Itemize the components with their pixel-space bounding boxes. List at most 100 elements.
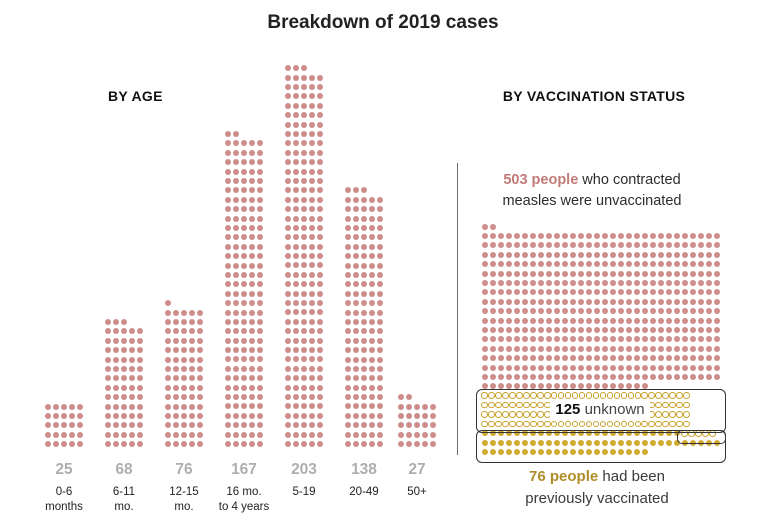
- case-dot: [658, 270, 664, 277]
- case-dot: [53, 441, 59, 448]
- case-dot: [682, 298, 688, 305]
- dot-row: [44, 440, 84, 449]
- vaccinated-case-dot: [498, 439, 504, 446]
- case-dot: [165, 309, 171, 316]
- case-dot: [666, 270, 672, 277]
- case-dot: [377, 422, 383, 429]
- case-dot: [706, 317, 712, 324]
- case-dot: [610, 233, 616, 240]
- case-dot: [165, 431, 171, 438]
- case-dot: [506, 373, 512, 380]
- case-dot: [658, 242, 664, 249]
- age-count-label: 27: [408, 461, 426, 478]
- case-dot: [189, 422, 195, 429]
- case-dot: [586, 317, 592, 324]
- case-dot: [293, 318, 299, 325]
- dot-row: [284, 420, 324, 429]
- unknown-case-ring: [523, 392, 530, 400]
- case-dot: [113, 431, 119, 438]
- case-dot: [61, 403, 67, 410]
- case-dot: [398, 441, 404, 448]
- case-dot: [594, 317, 600, 324]
- case-dot: [257, 403, 263, 410]
- case-dot: [353, 328, 359, 335]
- case-dot: [361, 328, 367, 335]
- age-category-label: 0-6 months: [22, 485, 106, 514]
- case-dot: [309, 422, 315, 429]
- case-dot: [618, 308, 624, 315]
- age-category-label-line: months: [45, 500, 83, 513]
- case-dot: [369, 262, 375, 269]
- case-dot: [682, 326, 688, 333]
- case-dot: [137, 337, 143, 344]
- case-dot: [197, 384, 203, 391]
- vaccinated-case-dot: [706, 439, 712, 446]
- dot-row: [397, 411, 437, 420]
- case-dot: [650, 336, 656, 343]
- case-dot: [121, 394, 127, 401]
- vaccinated-case-dot: [506, 430, 512, 437]
- dot-row: [104, 411, 144, 420]
- dot-row: [344, 383, 384, 392]
- vaccinated-case-dot: [690, 439, 696, 446]
- case-dot: [642, 336, 648, 343]
- case-dot: [674, 242, 680, 249]
- case-dot: [285, 281, 291, 288]
- case-dot: [361, 187, 367, 194]
- case-dot: [317, 102, 323, 109]
- vaccinated-case-dot: [658, 430, 664, 437]
- vaccinated-case-dot: [642, 449, 648, 456]
- case-dot: [309, 159, 315, 166]
- case-dot: [293, 187, 299, 194]
- case-dot: [714, 336, 720, 343]
- case-dot: [233, 253, 239, 260]
- vaccinated-case-dot: [578, 439, 584, 446]
- case-dot: [498, 355, 504, 362]
- case-dot: [293, 431, 299, 438]
- case-dot: [293, 309, 299, 316]
- case-dot: [642, 373, 648, 380]
- case-dot: [113, 403, 119, 410]
- case-dot: [530, 317, 536, 324]
- case-dot: [594, 326, 600, 333]
- unknown-count-text: 125: [555, 401, 581, 418]
- case-dot: [233, 131, 239, 138]
- vaccinated-case-dot: [602, 449, 608, 456]
- dot-row: [344, 298, 384, 307]
- case-dot: [538, 298, 544, 305]
- case-dot: [61, 441, 67, 448]
- case-dot: [522, 270, 528, 277]
- case-dot: [257, 337, 263, 344]
- case-dot: [674, 373, 680, 380]
- case-dot: [658, 364, 664, 371]
- case-dot: [546, 336, 552, 343]
- case-dot: [666, 298, 672, 305]
- case-dot: [682, 261, 688, 268]
- unvaccinated-annotation: 503 people who contracted measles were u…: [492, 170, 692, 212]
- dot-row: [104, 430, 144, 439]
- vaccinated-case-dot: [674, 439, 680, 446]
- case-dot: [257, 384, 263, 391]
- case-dot: [482, 270, 488, 277]
- case-dot: [225, 356, 231, 363]
- case-dot: [173, 403, 179, 410]
- case-dot: [602, 270, 608, 277]
- case-dot: [674, 280, 680, 287]
- case-dot: [113, 328, 119, 335]
- case-dot: [249, 140, 255, 147]
- case-dot: [634, 242, 640, 249]
- case-dot: [674, 289, 680, 296]
- case-dot: [602, 242, 608, 249]
- case-dot: [293, 300, 299, 307]
- case-dot: [345, 225, 351, 232]
- case-dot: [345, 422, 351, 429]
- case-dot: [225, 337, 231, 344]
- case-dot: [249, 159, 255, 166]
- case-dot: [714, 289, 720, 296]
- unknown-label: 125 unknown: [476, 401, 724, 418]
- case-dot: [105, 347, 111, 354]
- case-dot: [293, 93, 299, 100]
- dot-row: [481, 344, 721, 353]
- case-dot: [554, 364, 560, 371]
- case-dot: [309, 365, 315, 372]
